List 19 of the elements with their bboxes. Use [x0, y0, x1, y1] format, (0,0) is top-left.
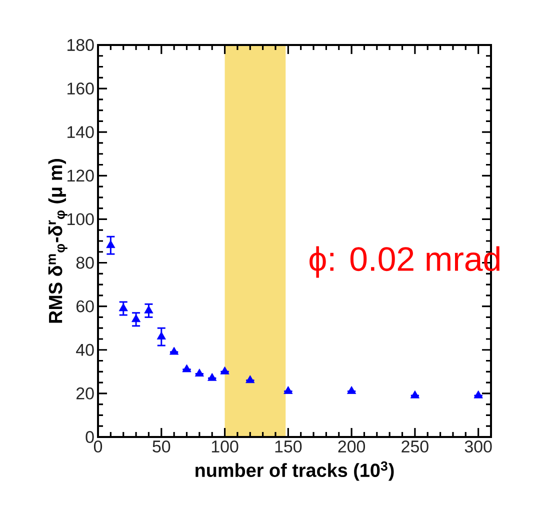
y-tick-label: 100	[68, 213, 94, 226]
y-tick-label: 140	[68, 126, 94, 138]
x-tick-label: 300	[464, 440, 492, 453]
x-tick-label: 100	[212, 440, 238, 453]
x-tick-label: 200	[338, 440, 366, 453]
y-tick-label: 40	[76, 344, 94, 356]
y-tick-label: 60	[76, 300, 94, 312]
x-axis-title: number of tracks (10$^{3}$)	[196, 461, 394, 481]
y-tick-label: 80	[76, 256, 94, 269]
y-tick-label: 20	[76, 387, 94, 400]
y-tick-label: 120	[68, 170, 94, 182]
y-tick-label: 180	[68, 38, 94, 51]
y-tick-label: 160	[68, 82, 94, 95]
x-tick-label: 250	[402, 440, 428, 453]
y-axis-title: RMS δ$^{m}$$_{φ}$-δ$^{r}$$_{φ}$ (μ m)	[48, 158, 68, 323]
y-tick-label: 0	[86, 430, 94, 443]
x-tick-label: 150	[275, 440, 302, 453]
x-tick-label: 50	[152, 440, 170, 453]
x-tick-label: 0	[94, 440, 102, 453]
